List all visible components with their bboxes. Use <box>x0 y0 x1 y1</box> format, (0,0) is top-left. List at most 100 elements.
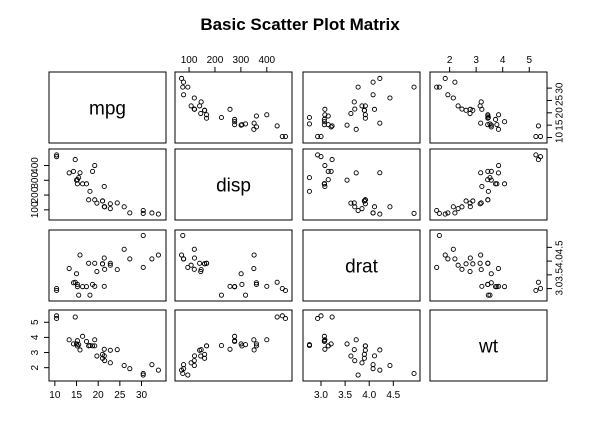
data-point <box>73 177 80 183</box>
panel-frame <box>429 309 548 382</box>
data-point <box>361 107 367 113</box>
tick-label: 4.0 <box>362 390 376 401</box>
data-point <box>306 121 313 127</box>
data-point <box>274 123 280 129</box>
data-point <box>70 341 77 347</box>
data-point <box>371 204 378 210</box>
tick-label: 200 <box>30 186 41 203</box>
tick-label: 20 <box>555 107 566 119</box>
data-point <box>477 103 483 109</box>
data-point <box>101 346 107 352</box>
data-point <box>494 122 500 128</box>
data-point <box>355 207 361 214</box>
data-point <box>66 337 72 343</box>
data-point <box>92 162 98 169</box>
data-point <box>274 279 280 285</box>
data-point <box>318 133 324 140</box>
data-point <box>198 353 204 359</box>
data-point <box>264 337 270 343</box>
tick-label: 25 <box>114 390 126 401</box>
data-point <box>470 198 476 204</box>
data-point <box>83 338 90 345</box>
data-point <box>533 152 539 158</box>
data-point <box>463 198 469 204</box>
data-point <box>202 107 208 113</box>
tick-label: 10 <box>555 132 566 144</box>
data-point <box>140 370 146 377</box>
data-point <box>362 115 368 121</box>
data-point <box>436 84 442 90</box>
data-point <box>478 200 484 206</box>
data-point <box>253 280 259 286</box>
data-point <box>66 265 72 272</box>
tick-label: 4.5 <box>386 390 400 401</box>
data-point <box>359 103 365 109</box>
data-point <box>362 103 368 109</box>
data-point <box>253 281 259 288</box>
data-point <box>155 252 161 258</box>
data-point <box>452 210 458 216</box>
panel-frame <box>429 148 548 221</box>
panel-frame <box>48 71 167 144</box>
y-axis-drat-right: 3.03.54.04.5 <box>546 240 566 296</box>
data-point <box>127 256 133 262</box>
data-point <box>232 284 238 290</box>
data-point <box>463 261 469 267</box>
data-point <box>179 252 185 258</box>
panel-frame <box>302 309 421 382</box>
data-point <box>436 210 442 216</box>
data-point <box>362 112 368 118</box>
x-axis-wt-top: 2 3 4 5 <box>447 55 532 73</box>
data-point <box>344 177 350 183</box>
tick-label: 15 <box>555 119 566 131</box>
data-point <box>198 111 204 117</box>
panel-frame <box>48 309 167 382</box>
data-point <box>488 177 494 183</box>
panel-frame <box>302 229 421 302</box>
data-point <box>99 198 106 204</box>
data-point <box>479 283 485 289</box>
data-point <box>140 210 146 216</box>
data-point <box>352 204 358 210</box>
data-point <box>459 204 465 210</box>
data-point <box>77 347 83 353</box>
data-point <box>181 92 187 98</box>
data-point <box>54 152 60 158</box>
data-point <box>279 133 285 140</box>
panel-frame <box>174 229 293 302</box>
data-point <box>114 267 120 273</box>
data-point <box>362 197 368 203</box>
data-point <box>107 360 113 366</box>
panel-frame <box>429 71 548 144</box>
data-point <box>452 79 458 85</box>
data-point <box>370 366 376 372</box>
data-point <box>487 292 493 298</box>
data-point <box>318 313 324 319</box>
matrix-panels: mpg disp drat wt <box>48 71 548 382</box>
data-point <box>377 170 383 176</box>
data-point <box>455 262 461 268</box>
data-point <box>467 255 473 261</box>
data-point <box>321 116 327 123</box>
tick-label: 15 <box>71 390 83 401</box>
data-point <box>72 314 78 320</box>
data-point <box>442 75 448 82</box>
data-point <box>496 112 502 118</box>
tick-label: 3.0 <box>314 390 328 401</box>
data-point <box>180 370 186 377</box>
data-point <box>411 370 417 377</box>
tick-label: 300 <box>30 172 41 189</box>
data-point <box>321 119 327 125</box>
data-point <box>495 126 502 132</box>
data-point <box>355 84 361 90</box>
data-point <box>114 200 120 206</box>
data-point <box>502 284 508 290</box>
data-point <box>485 260 491 266</box>
data-point <box>321 181 327 187</box>
data-point <box>101 283 107 289</box>
panel-frame <box>174 148 293 221</box>
data-point <box>445 210 451 216</box>
variable-label-mpg: mpg <box>89 99 126 120</box>
data-point <box>251 126 257 132</box>
data-point <box>218 114 224 121</box>
